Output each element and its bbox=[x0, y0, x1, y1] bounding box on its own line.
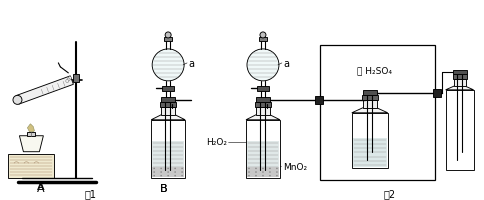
Bar bbox=[314, 96, 322, 104]
Text: A: A bbox=[36, 181, 44, 191]
Circle shape bbox=[160, 175, 162, 177]
Bar bbox=[361, 95, 377, 100]
Circle shape bbox=[275, 171, 277, 173]
Circle shape bbox=[269, 168, 270, 169]
Circle shape bbox=[248, 175, 249, 177]
Circle shape bbox=[255, 168, 256, 169]
Circle shape bbox=[181, 175, 182, 177]
Bar bbox=[245, 120, 279, 178]
Bar bbox=[8, 154, 54, 178]
Bar bbox=[319, 46, 434, 180]
Circle shape bbox=[167, 171, 168, 173]
Bar bbox=[453, 79, 465, 86]
Circle shape bbox=[67, 79, 70, 82]
Circle shape bbox=[174, 171, 176, 173]
Bar bbox=[362, 90, 376, 95]
Circle shape bbox=[181, 171, 182, 173]
Circle shape bbox=[275, 175, 277, 177]
Bar bbox=[362, 100, 376, 108]
Circle shape bbox=[269, 171, 270, 173]
Text: 图2: 图2 bbox=[383, 189, 395, 199]
Text: B: B bbox=[160, 183, 167, 193]
Bar bbox=[161, 107, 175, 115]
Circle shape bbox=[259, 33, 265, 39]
Polygon shape bbox=[16, 76, 73, 105]
Bar bbox=[351, 113, 387, 168]
Circle shape bbox=[174, 168, 176, 169]
Circle shape bbox=[248, 168, 249, 169]
Polygon shape bbox=[151, 115, 185, 120]
Bar bbox=[445, 90, 472, 170]
Circle shape bbox=[262, 171, 263, 173]
Circle shape bbox=[153, 175, 155, 177]
Polygon shape bbox=[245, 115, 279, 120]
Circle shape bbox=[262, 175, 263, 177]
Circle shape bbox=[160, 171, 162, 173]
Bar bbox=[255, 102, 271, 107]
Text: A: A bbox=[36, 183, 44, 193]
Circle shape bbox=[68, 77, 71, 80]
Bar bbox=[256, 107, 270, 115]
Circle shape bbox=[153, 168, 155, 169]
Bar bbox=[352, 138, 386, 167]
Polygon shape bbox=[19, 136, 43, 152]
Circle shape bbox=[262, 168, 263, 169]
Circle shape bbox=[167, 168, 168, 169]
Text: B: B bbox=[160, 183, 167, 193]
Bar bbox=[257, 86, 269, 91]
Bar bbox=[161, 97, 175, 102]
Bar bbox=[73, 74, 79, 82]
Bar bbox=[256, 97, 270, 102]
Circle shape bbox=[246, 50, 278, 81]
Bar bbox=[164, 38, 172, 42]
Text: 浓 H₂SO₄: 浓 H₂SO₄ bbox=[357, 66, 392, 75]
Circle shape bbox=[275, 168, 277, 169]
Bar bbox=[452, 74, 466, 79]
Bar bbox=[246, 141, 278, 177]
Text: MnO₂: MnO₂ bbox=[282, 162, 306, 171]
Circle shape bbox=[153, 171, 155, 173]
Circle shape bbox=[181, 168, 182, 169]
Circle shape bbox=[13, 96, 22, 105]
Text: a: a bbox=[282, 59, 288, 69]
Circle shape bbox=[165, 33, 171, 39]
Bar bbox=[151, 120, 185, 178]
Text: a: a bbox=[188, 59, 194, 69]
Circle shape bbox=[174, 175, 176, 177]
Circle shape bbox=[167, 175, 168, 177]
Polygon shape bbox=[28, 124, 34, 132]
Circle shape bbox=[152, 50, 184, 81]
Circle shape bbox=[160, 168, 162, 169]
Bar bbox=[246, 168, 278, 177]
Bar bbox=[258, 38, 266, 42]
Circle shape bbox=[248, 171, 249, 173]
Circle shape bbox=[66, 80, 69, 83]
Polygon shape bbox=[351, 108, 387, 113]
Bar bbox=[160, 102, 176, 107]
Circle shape bbox=[255, 175, 256, 177]
Text: H₂O₂: H₂O₂ bbox=[206, 138, 227, 147]
Bar bbox=[28, 132, 35, 136]
Text: 图1: 图1 bbox=[84, 189, 96, 199]
Polygon shape bbox=[445, 86, 472, 90]
Bar bbox=[152, 141, 184, 177]
Bar bbox=[152, 168, 184, 177]
Circle shape bbox=[269, 175, 270, 177]
Bar bbox=[162, 86, 174, 91]
Circle shape bbox=[255, 171, 256, 173]
Bar bbox=[452, 71, 466, 74]
Bar bbox=[432, 89, 440, 97]
